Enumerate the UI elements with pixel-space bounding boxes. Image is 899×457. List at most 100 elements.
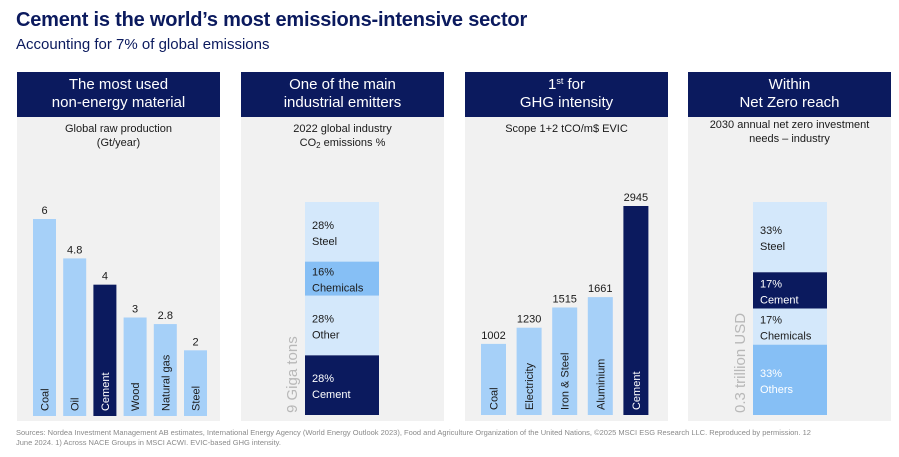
rank-number: 1	[547, 76, 557, 93]
segment-pct-others: 33%	[760, 368, 782, 380]
value-label-coal: 6	[41, 205, 47, 217]
segment-label-others: Others	[760, 384, 794, 396]
total-label: 9 Giga tons	[284, 336, 301, 413]
panel-header-line2: Net Zero reach	[739, 94, 840, 111]
segment-label-other: Other	[312, 330, 340, 342]
chart-industry-emissions: 28% Steel 16% Chemicals 28% Other 28% Cement 9 G…	[284, 202, 379, 415]
panel-header: Within Net Zero reach	[688, 72, 891, 117]
panel-ghg-intensity: 1st for GHG intensity Scope 1+2 tCO/m$ E…	[465, 72, 668, 421]
segment-label-chemicals: Chemicals	[760, 331, 812, 343]
category-label-cement: Cement	[631, 371, 643, 410]
chart-ghg-intensity: 1002 Coal 1230 Electricity 1515 Iron & Steel 1…	[481, 192, 649, 415]
panel-net-zero: Within Net Zero reach 2030 annual net ze…	[688, 72, 891, 421]
bar-steel	[184, 350, 207, 416]
bar-wood	[123, 317, 147, 416]
segment-others	[753, 344, 827, 415]
bar-coal	[33, 219, 56, 416]
bar-coal	[481, 343, 506, 415]
segment-cement	[305, 355, 379, 415]
sources-footnote: Sources: Nordea Investment Management AB…	[16, 428, 888, 448]
segment-label-cement: Cement	[760, 294, 799, 306]
segment-label-steel: Steel	[312, 236, 337, 248]
value-label-coal: 1002	[481, 330, 505, 342]
panel-header: One of the main industrial emitters	[241, 72, 444, 117]
segment-pct-cement: 28%	[312, 373, 334, 385]
segment-other	[305, 295, 379, 356]
category-label-natural-gas: Natural gas	[160, 354, 172, 411]
page-subtitle: Accounting for 7% of global emissions	[16, 36, 270, 53]
chart-net-zero-investment: 33% Steel 17% Cement 17% Chemicals 33% Others 0.…	[732, 202, 827, 415]
footnote-line1: Sources: Nordea Investment Management AB…	[16, 428, 811, 437]
panel-subheading-line2: needs – industry	[749, 133, 830, 145]
panel-subheading: 2022 global industry CO2 emissions %	[241, 122, 444, 150]
panel-subheading-line1: 2030 annual net zero investment	[709, 119, 870, 131]
panel-industrial-emitters: One of the main industrial emitters 2022…	[241, 72, 444, 421]
panel-header-line2: GHG intensity	[519, 94, 614, 111]
emissions-text: emissions %	[320, 137, 386, 149]
segment-pct-steel: 33%	[760, 225, 782, 237]
panel-subheading-line2: (Gt/year)	[96, 137, 141, 149]
bar-oil	[63, 258, 87, 416]
category-label-wood: Wood	[130, 382, 142, 411]
footnote-line2: June 2024. 1) Across NACE Groups in MSCI…	[16, 438, 281, 447]
segment-steel	[305, 202, 379, 262]
category-label-aluminium: Aluminium	[595, 359, 607, 410]
value-label-electricity: 1230	[517, 314, 541, 326]
category-label-coal: Coal	[489, 387, 501, 410]
segment-label-chemicals: Chemicals	[312, 283, 364, 295]
segment-chemicals	[753, 308, 827, 345]
panel-header-line1: 1st for	[465, 76, 668, 94]
segment-steel	[753, 202, 827, 273]
panel-header-line2: non-energy material	[51, 94, 186, 111]
panel-header-line2: industrial emitters	[283, 94, 402, 111]
segment-label-cement: Cement	[312, 389, 351, 401]
segment-pct-other: 28%	[312, 314, 334, 326]
bar-cement	[93, 284, 117, 416]
segment-pct-cement: 17%	[760, 278, 782, 290]
value-label-cement: 2945	[624, 192, 648, 204]
chart-raw-production: 6 Coal 4.8 Oil 4 Cement 3 Wood 2.8 Natural gas 2 St…	[33, 205, 207, 416]
bar-cement	[623, 206, 649, 415]
panel-subheading-line1: 2022 global industry	[293, 123, 392, 135]
bar-aluminium	[587, 297, 613, 415]
value-label-aluminium: 1661	[588, 283, 612, 295]
category-label-iron-steel: Iron & Steel	[560, 353, 572, 410]
panel-header-line1: The most used	[68, 76, 169, 93]
bar-electricity	[516, 327, 542, 415]
category-label-electricity: Electricity	[524, 362, 536, 410]
bar-natural-gas	[153, 324, 177, 416]
category-label-cement: Cement	[100, 372, 112, 411]
value-label-cement: 4	[102, 271, 108, 283]
category-label-coal: Coal	[40, 388, 52, 411]
value-label-oil: 4.8	[67, 244, 82, 256]
value-label-natural-gas: 2.8	[158, 310, 173, 322]
bar-iron-steel	[552, 307, 578, 415]
panel-subheading-line1: Global raw production	[64, 123, 172, 135]
panel-header: 1st for GHG intensity	[465, 72, 668, 117]
value-label-iron-steel: 1515	[552, 293, 576, 305]
co-text: CO	[299, 137, 317, 149]
panel-subheading-line1: Scope 1+2 tCO/m$ EVIC	[505, 123, 628, 135]
total-label: 0.3 trillion USD	[732, 313, 749, 413]
category-label-steel: Steel	[191, 386, 203, 411]
value-label-wood: 3	[132, 304, 138, 316]
segment-label-steel: Steel	[760, 241, 785, 253]
page-title: Cement is the world’s most emissions-int…	[16, 9, 528, 31]
subscript-two: 2	[316, 141, 321, 150]
segment-cement	[753, 272, 827, 309]
panel-raw-production: The most used non-energy material Global…	[17, 72, 220, 421]
panel-header-line1: One of the main	[289, 76, 396, 93]
for-text: for	[563, 76, 586, 93]
rank-suffix: st	[556, 76, 564, 86]
segment-chemicals	[305, 261, 379, 296]
category-label-oil: Oil	[70, 398, 82, 411]
segment-pct-chemicals: 17%	[760, 315, 782, 327]
panel-header-line1: Within	[768, 76, 811, 93]
segment-pct-steel: 28%	[312, 220, 334, 232]
value-label-steel: 2	[192, 336, 198, 348]
panel-subheading: Global raw production (Gt/year)	[17, 122, 220, 150]
panel-header: The most used non-energy material	[17, 72, 220, 117]
segment-pct-chemicals: 16%	[312, 267, 334, 279]
panel-subheading-line2: CO2 emissions %	[241, 136, 444, 150]
panel-subheading: Scope 1+2 tCO/m$ EVIC	[465, 122, 668, 136]
